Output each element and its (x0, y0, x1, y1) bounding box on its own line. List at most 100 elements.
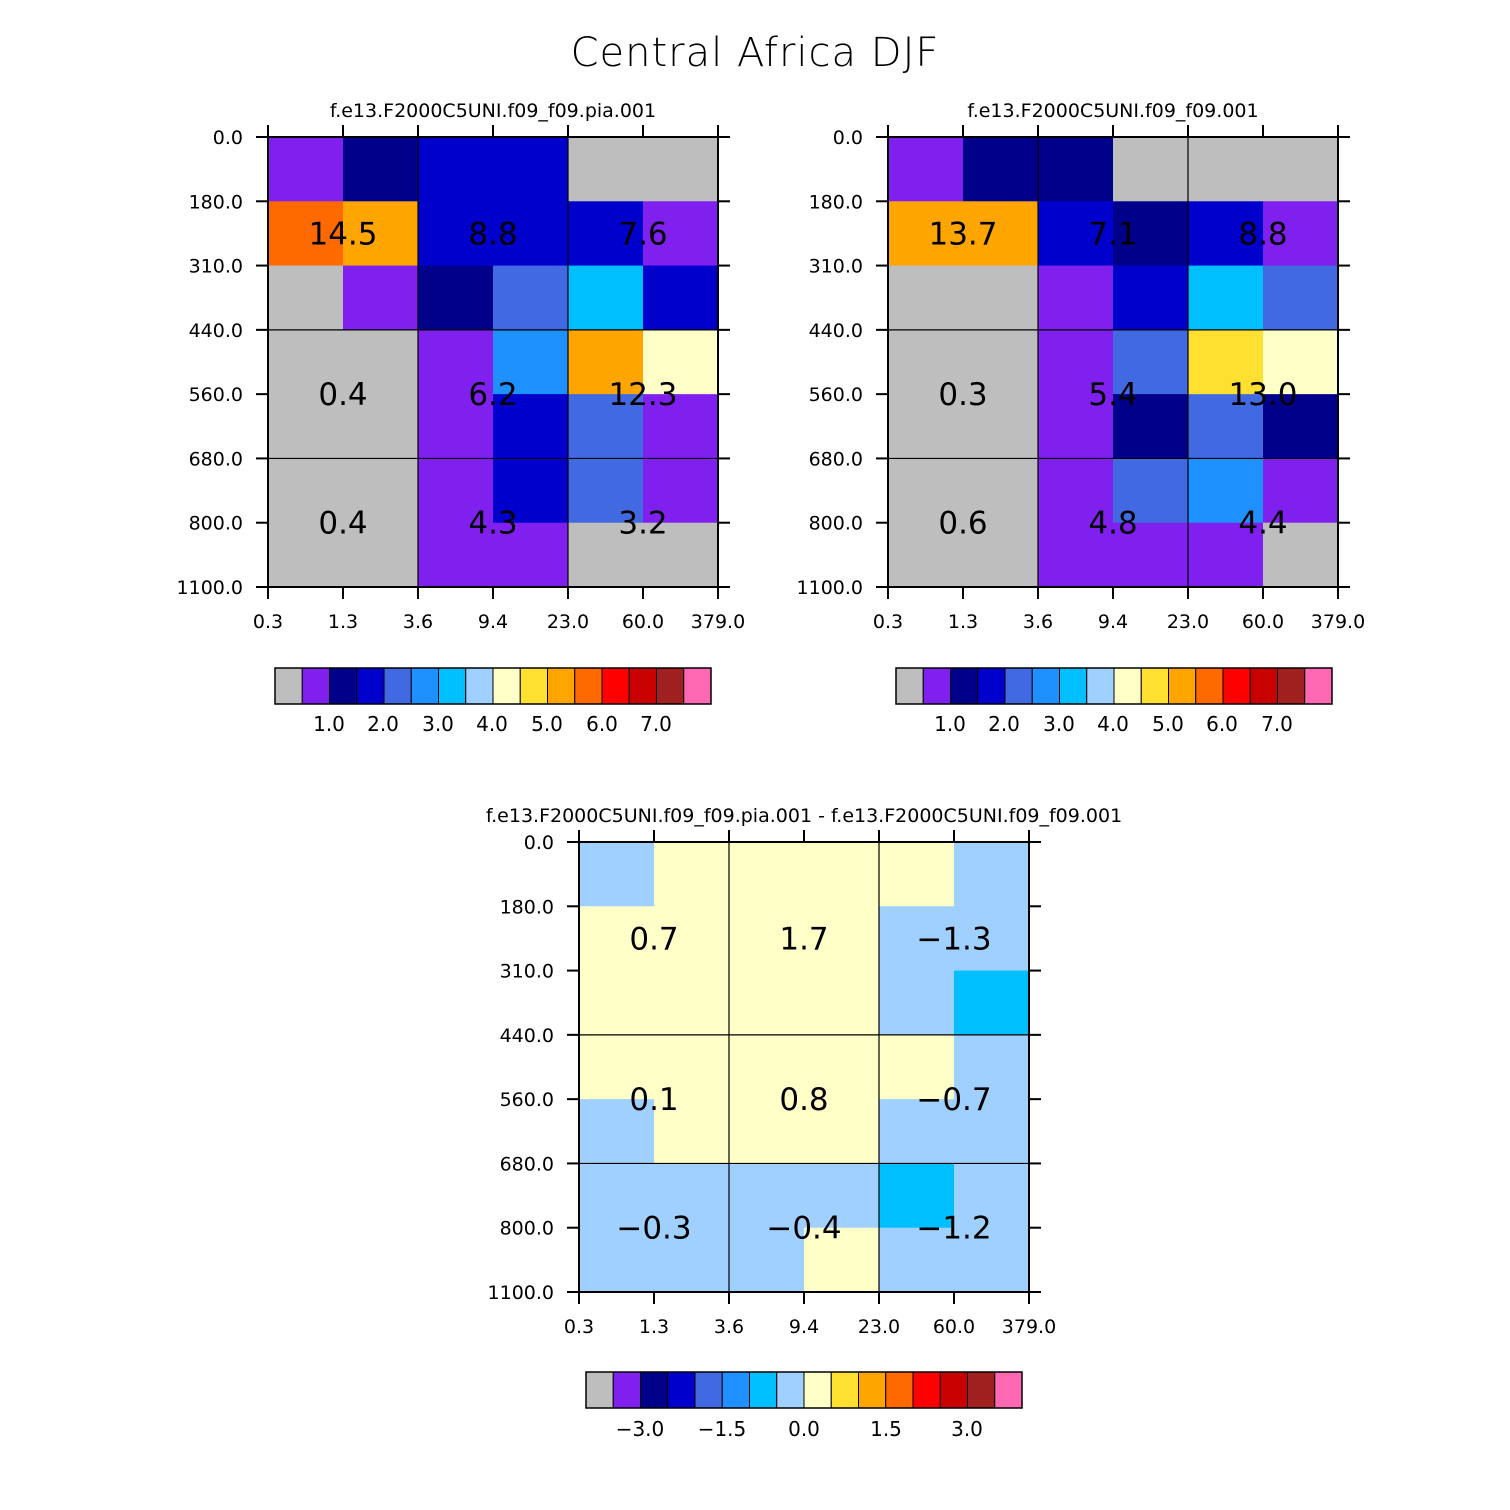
colorbar-label: 1.0 (934, 712, 966, 736)
colorbar-swatch (721, 1371, 750, 1409)
heatmap-cell (343, 394, 419, 460)
y-tick-label: 440.0 (189, 320, 243, 342)
heatmap-cell (268, 201, 344, 267)
colorbar-swatch (301, 667, 330, 705)
heatmap-cell (804, 1034, 880, 1100)
colorbar-swatch (1304, 667, 1333, 705)
heatmap-cell (643, 201, 719, 267)
colorbar-swatch (1059, 667, 1088, 705)
y-tick-label: 310.0 (189, 256, 243, 278)
y-tick-label: 440.0 (809, 320, 863, 342)
heatmap-cell (568, 201, 644, 267)
heatmap-cell (579, 1099, 655, 1165)
heatmap-cell (579, 842, 655, 907)
colorbar-swatch (749, 1371, 778, 1409)
box-value: 13.7 (928, 216, 997, 252)
colorbar-label: 5.0 (1152, 712, 1184, 736)
box-value: −0.7 (916, 1082, 991, 1118)
heatmap-cell (418, 522, 494, 588)
heatmap-cell (343, 265, 419, 331)
colorbar-swatch (1031, 667, 1060, 705)
heatmap-cell (954, 906, 1030, 972)
box-value: 4.8 (1088, 506, 1137, 542)
colorbar: 1.0 2.0 3.0 4.0 5.0 6.0 7.0 (274, 667, 712, 736)
heatmap-cell (579, 906, 655, 972)
heatmap-cell (418, 265, 494, 331)
box-value: 14.5 (308, 216, 377, 252)
heatmap-cell (568, 329, 644, 395)
heatmap-cell (1038, 394, 1114, 460)
colorbar-swatch (895, 667, 924, 705)
heatmap-cell (1038, 522, 1114, 588)
x-tick-label: 23.0 (547, 611, 589, 633)
heatmap-cell (418, 458, 494, 524)
heatmap-cell (343, 522, 419, 588)
heatmap-cell (1113, 201, 1189, 267)
heatmap-cell (268, 137, 344, 202)
colorbar-label: 3.0 (422, 712, 454, 736)
heatmap-cell (888, 137, 964, 202)
heatmap-cell (879, 1034, 955, 1100)
y-tick-label: 180.0 (189, 191, 243, 213)
heatmap-cell (418, 201, 494, 267)
heatmap-cell (493, 265, 569, 331)
heatmap-cell (729, 842, 805, 907)
heatmap-cell (963, 201, 1039, 267)
colorbar-swatch (803, 1371, 832, 1409)
colorbar-frame (585, 1371, 1023, 1409)
x-tick-label: 0.3 (873, 611, 903, 633)
figure-title: Central Africa DJF (570, 30, 940, 76)
colorbar-label: 4.0 (476, 712, 508, 736)
heatmap-cell (729, 1227, 805, 1293)
heatmap-cell (879, 1227, 955, 1293)
colorbar-swatch (492, 667, 521, 705)
heatmap-cell (888, 265, 964, 331)
heatmap-cell (1188, 137, 1264, 202)
x-tick-label: 23.0 (1167, 611, 1209, 633)
heatmap-cell (493, 329, 569, 395)
heatmap-cell (1113, 458, 1189, 524)
heatmap-cell (879, 906, 955, 972)
heatmap-cell (963, 522, 1039, 588)
colorbar-label: −3.0 (616, 1417, 665, 1441)
colorbar-swatch (912, 1371, 941, 1409)
y-tick-label: 180.0 (500, 896, 554, 918)
x-tick-label: 379.0 (1311, 611, 1365, 633)
heatmap-cell (568, 265, 644, 331)
y-tick-label: 680.0 (189, 448, 243, 470)
colorbar-label: 7.0 (640, 712, 672, 736)
heatmap-cell (643, 522, 719, 588)
heatmap-cell (729, 970, 805, 1036)
heatmap-cell (268, 522, 344, 588)
heatmap-cell (654, 1034, 730, 1100)
heatmap-cell (568, 394, 644, 460)
colorbar-swatch (950, 667, 979, 705)
colorbar-label: 2.0 (988, 712, 1020, 736)
box-value: 7.1 (1088, 216, 1137, 252)
y-tick-label: 800.0 (500, 1218, 554, 1240)
heatmap-cell (418, 329, 494, 395)
heatmap-cell (1263, 522, 1339, 588)
heatmap-cell (579, 1227, 655, 1293)
colorbar-swatch (1249, 667, 1278, 705)
heatmap-cell (804, 906, 880, 972)
heatmap-cell (343, 329, 419, 395)
heatmap-cell (954, 1034, 1030, 1100)
x-tick-label: 0.3 (253, 611, 283, 633)
heatmap-cell (343, 458, 419, 524)
x-tick-label: 60.0 (1242, 611, 1284, 633)
heatmap-cell (643, 329, 719, 395)
box-value: 0.3 (938, 377, 987, 413)
colorbar-swatch (977, 667, 1006, 705)
heatmap-cell (1263, 458, 1339, 524)
heatmap-cell (579, 1163, 655, 1229)
colorbar-swatch (519, 667, 548, 705)
x-tick-label: 9.4 (1098, 611, 1128, 633)
heatmap-cell (643, 394, 719, 460)
heatmap-cell (1263, 201, 1339, 267)
y-tick-label: 0.0 (833, 127, 863, 149)
colorbar-swatch (656, 667, 685, 705)
colorbar-swatch (438, 667, 467, 705)
colorbar-swatch (1195, 667, 1224, 705)
